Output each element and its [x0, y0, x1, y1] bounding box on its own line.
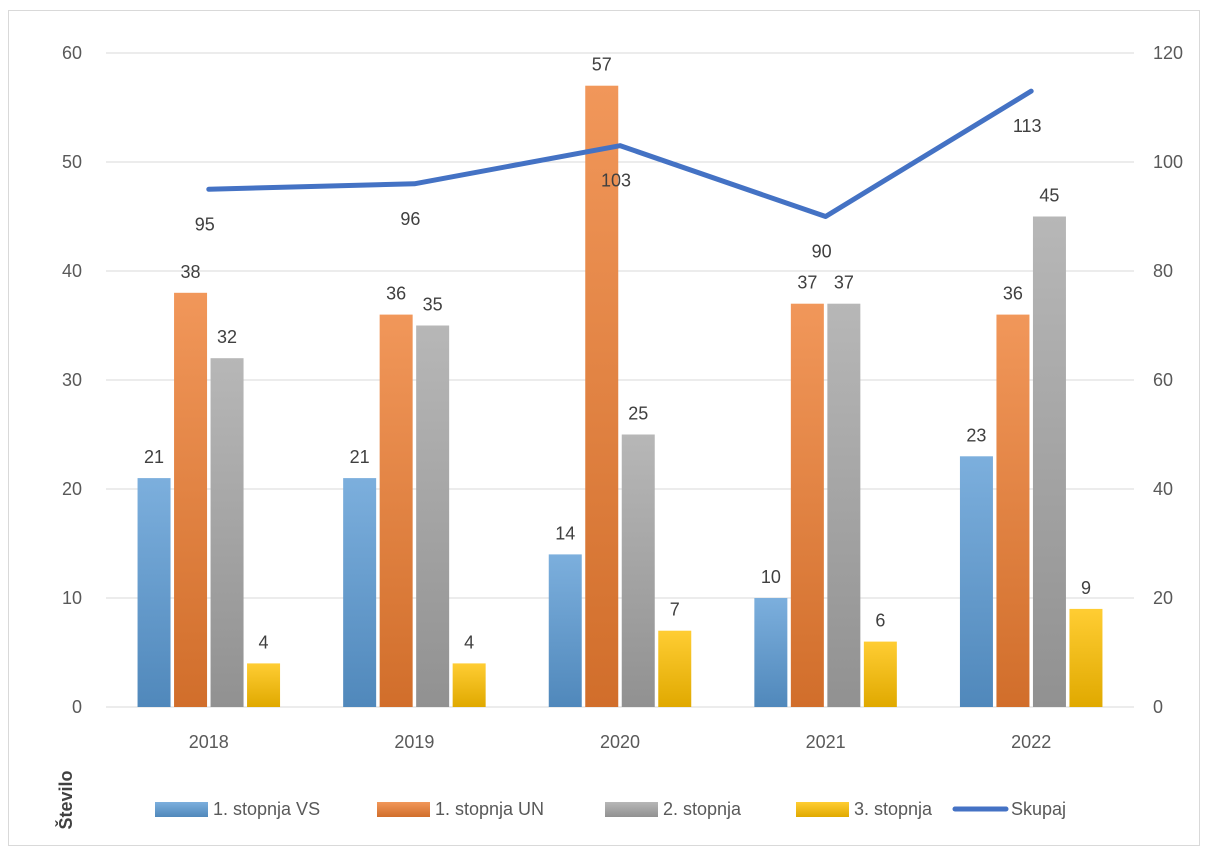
x-tick-label: 2018: [189, 732, 229, 752]
bar: [416, 325, 450, 707]
bar-value-label: 6: [875, 611, 885, 631]
bar-value-label: 4: [464, 632, 474, 652]
line-point: [1030, 90, 1032, 92]
bar: [379, 314, 413, 707]
bar: [621, 434, 655, 707]
y-left-tick-label: 20: [62, 479, 82, 499]
bar-value-label: 7: [670, 600, 680, 620]
legend-entry-label: 2. stopnja: [663, 799, 742, 819]
legend-swatch: [796, 802, 849, 817]
bar-value-label: 21: [350, 447, 370, 467]
y-right-tick-label: 60: [1153, 370, 1173, 390]
legend-swatch: [377, 802, 430, 817]
axes: 0 10 20 30 40 50 60 0 20 40 60 80 100 120 2018 2019 2020…: [62, 43, 1183, 752]
bar-value-label: 57: [592, 55, 612, 75]
line-series: [206, 88, 1034, 219]
bar-series: [137, 85, 1103, 707]
legend-swatch: [155, 802, 208, 817]
x-tick-label: 2020: [600, 732, 640, 752]
bar: [790, 303, 824, 707]
bar: [137, 478, 171, 707]
legend: 1. stopnja VS 1. stopnja UN 2. stopnja 3. s…: [155, 799, 1066, 819]
legend-entry-label: Skupaj: [1011, 799, 1066, 819]
line-point: [619, 145, 621, 147]
x-tick-label: 2019: [394, 732, 434, 752]
bar-value-label: 45: [1039, 186, 1059, 206]
bar-value-label: 35: [423, 295, 443, 315]
y-left-tick-label: 0: [72, 697, 82, 717]
bar: [863, 641, 897, 707]
bar-value-label: 38: [181, 262, 201, 282]
line-value-label: 90: [812, 242, 832, 262]
bar: [585, 85, 619, 707]
bar: [247, 663, 281, 707]
y-right-tick-label: 20: [1153, 588, 1173, 608]
bar: [658, 630, 692, 707]
bar: [174, 292, 208, 707]
legend-entry-label: 1. stopnja UN: [435, 799, 544, 819]
bar-value-label: 37: [797, 273, 817, 293]
legend-entry-label: 3. stopnja: [854, 799, 933, 819]
x-tick-label: 2021: [806, 732, 846, 752]
bar-value-label: 36: [1003, 284, 1023, 304]
bar-value-label: 23: [966, 425, 986, 445]
line-value-label: 96: [400, 209, 420, 229]
y-left-tick-label: 50: [62, 152, 82, 172]
bar-value-label: 32: [217, 327, 237, 347]
legend-swatch: [605, 802, 658, 817]
bar: [996, 314, 1030, 707]
bar: [1032, 216, 1066, 707]
bar-value-label: 36: [386, 284, 406, 304]
bar-value-label: 21: [144, 447, 164, 467]
y-right-tick-label: 40: [1153, 479, 1173, 499]
line-value-label: 113: [1013, 116, 1042, 136]
x-tick-label: 2022: [1011, 732, 1051, 752]
line-value-label: 95: [195, 214, 215, 234]
line-point: [825, 216, 827, 217]
y-left-tick-label: 30: [62, 370, 82, 390]
bar-value-label: 10: [761, 567, 781, 587]
line-path: [206, 88, 1034, 219]
bar-value-label: 9: [1081, 578, 1091, 598]
y-right-tick-label: 0: [1153, 697, 1163, 717]
y-left-tick-label: 60: [62, 43, 82, 63]
legend-entry-label: 1. stopnja VS: [213, 799, 320, 819]
bar-value-label: 25: [628, 404, 648, 424]
y-left-tick-label: 10: [62, 588, 82, 608]
y-right-tick-label: 120: [1153, 43, 1183, 63]
bar: [959, 456, 993, 707]
bar: [452, 663, 486, 707]
line-value-label: 103: [601, 171, 631, 191]
y-right-tick-label: 80: [1153, 261, 1173, 281]
bar: [548, 554, 582, 707]
bar-value-label: 14: [555, 523, 575, 543]
bar: [754, 598, 788, 707]
line-point: [208, 188, 210, 190]
bar-value-label: 37: [834, 273, 854, 293]
bar: [343, 478, 377, 707]
y-axis-title: Število: [55, 770, 76, 829]
y-right-tick-label: 100: [1153, 152, 1183, 172]
line-point: [413, 183, 415, 185]
y-left-tick-label: 40: [62, 261, 82, 281]
bar: [1069, 608, 1103, 707]
bar: [827, 303, 861, 707]
bar-value-label: 4: [259, 632, 269, 652]
bar: [210, 358, 244, 707]
data-labels: 21 38 32 4 21 36 35 4 14 57 25 7 10 37 37 6 23 36 45 9 95 96 1…: [144, 55, 1091, 653]
